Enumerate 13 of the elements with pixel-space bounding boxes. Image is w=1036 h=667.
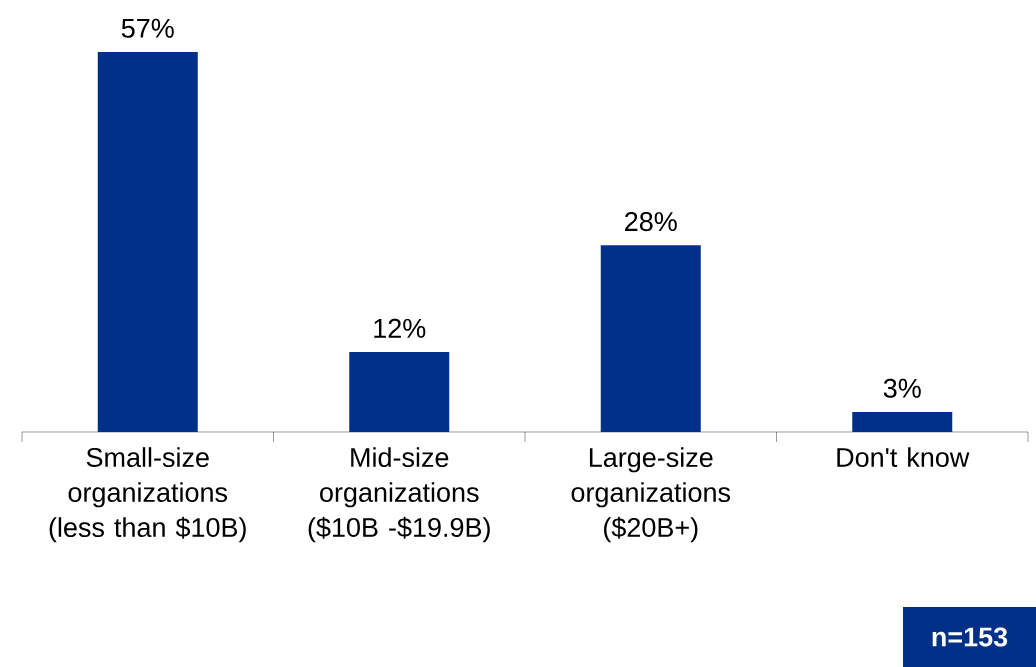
- bar: [97, 52, 198, 432]
- data-label: 12%: [374, 318, 426, 338]
- data-label: 3%: [883, 378, 921, 398]
- bar: [600, 245, 701, 432]
- data-label: 57%: [121, 18, 174, 38]
- data-label: 28%: [625, 212, 677, 232]
- x-tick-label: Large-size organizations ($20B+): [571, 447, 731, 543]
- x-tick-label: Don't know: [837, 447, 970, 468]
- x-tick-label: Mid-size organizations ($10B -$19.9B): [308, 447, 490, 543]
- x-tick-label: Small-size organizations (less than $10B): [49, 447, 246, 543]
- bar: [349, 352, 450, 432]
- text: n=153: [932, 627, 1008, 647]
- bar: [852, 412, 953, 432]
